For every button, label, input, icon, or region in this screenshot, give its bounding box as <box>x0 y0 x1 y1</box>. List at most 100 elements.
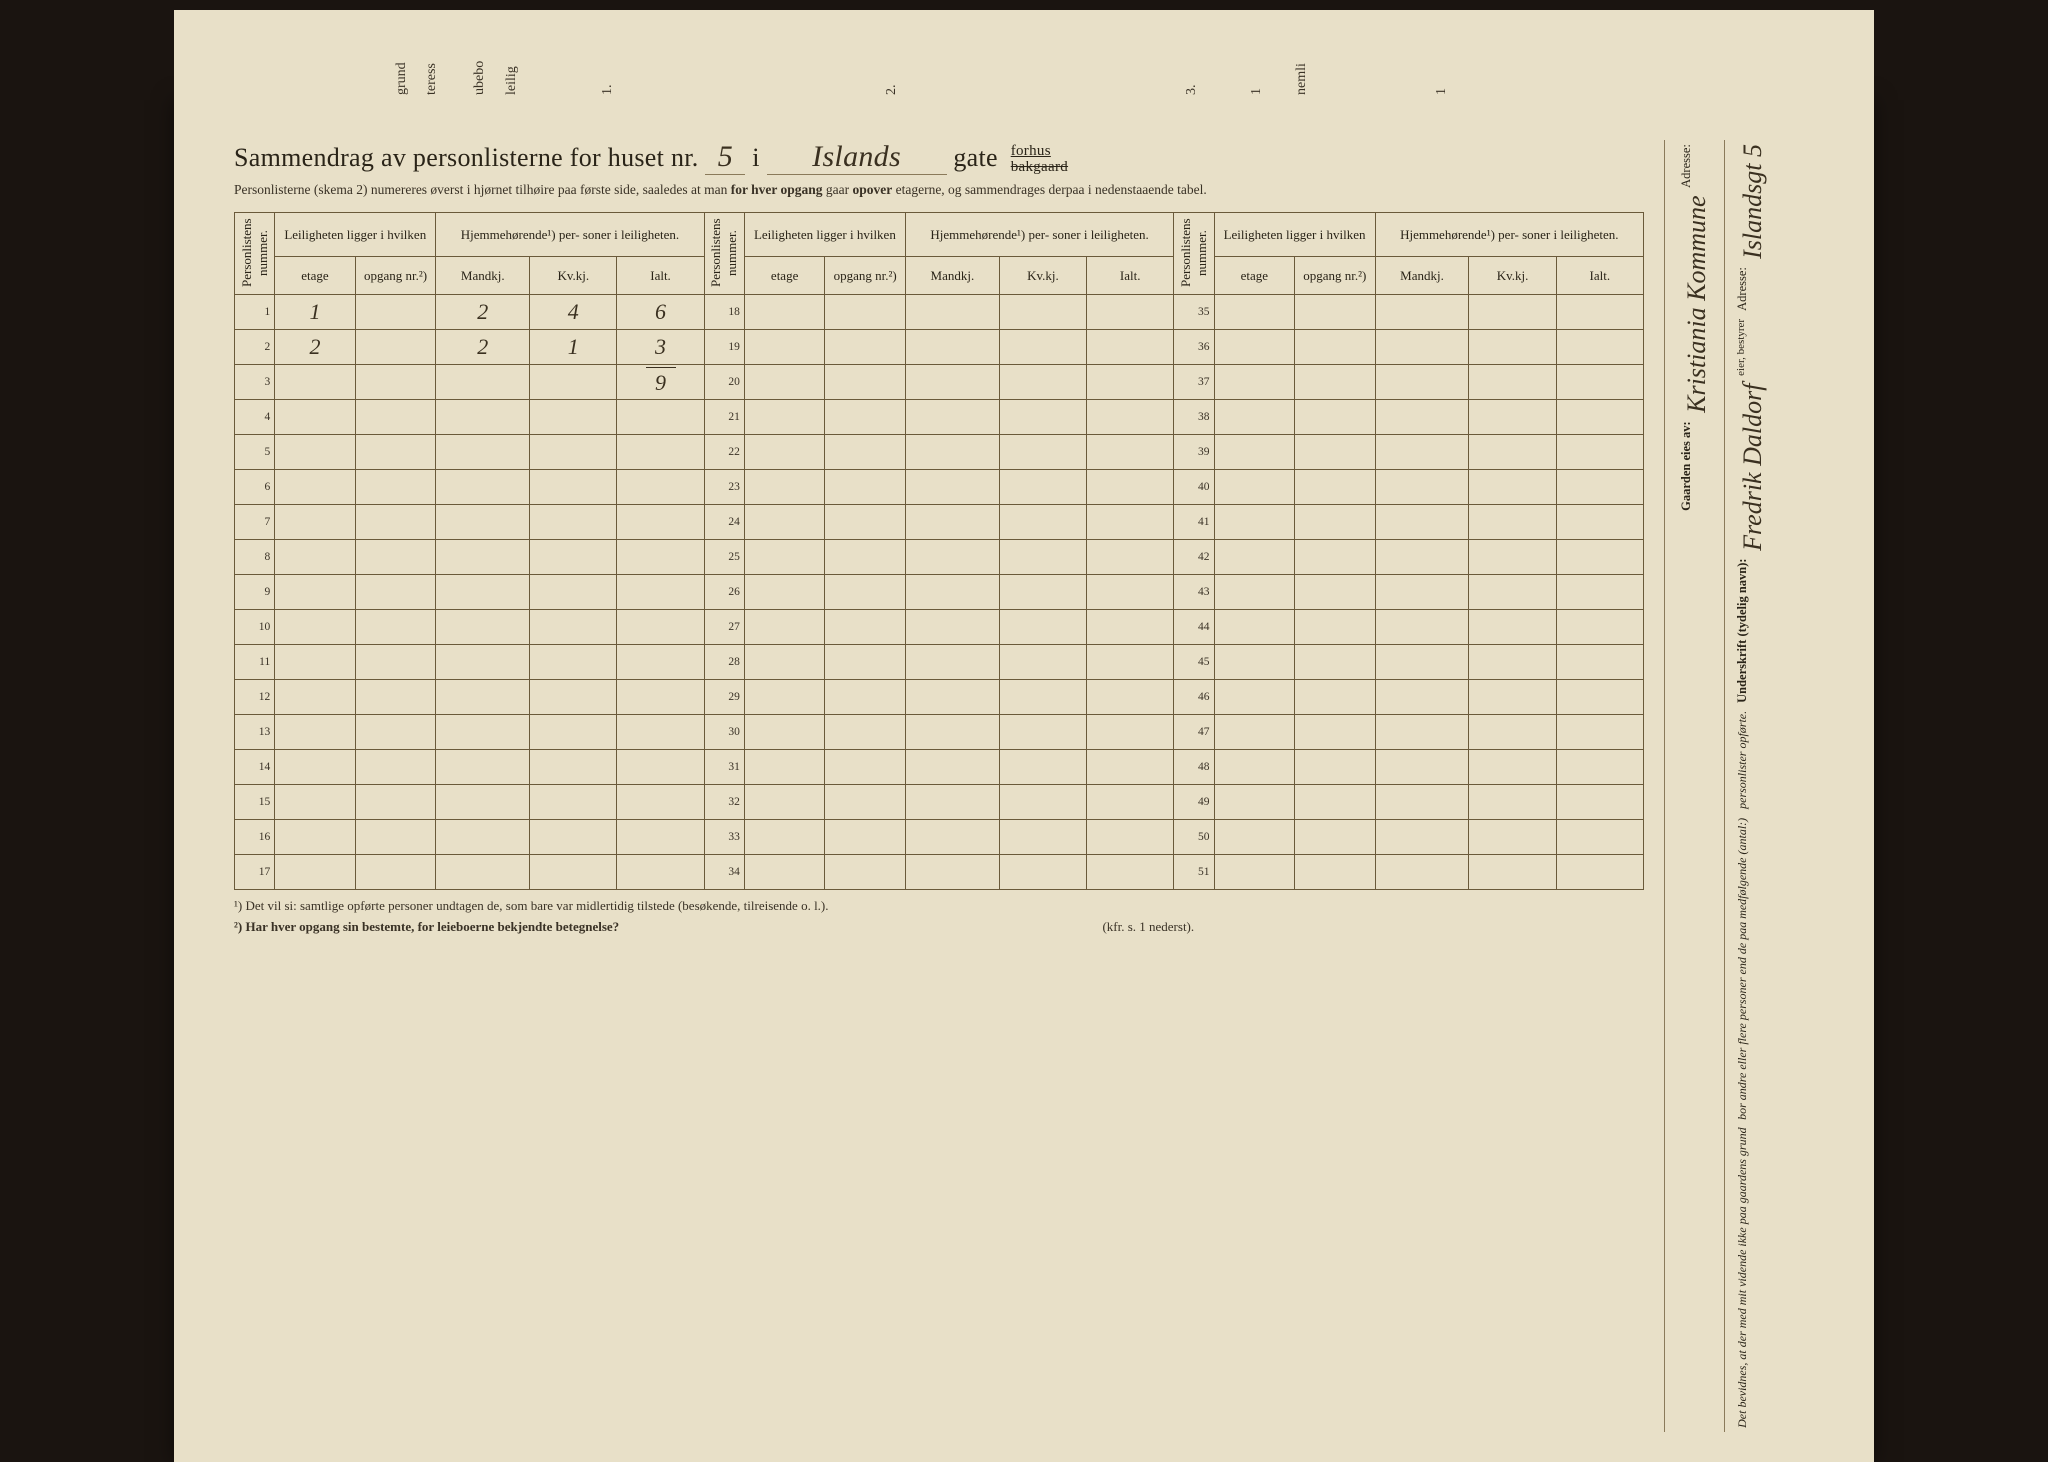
fragment: 1 <box>1434 88 1450 95</box>
cell <box>355 539 436 574</box>
owner-block: Gaarden eies av: Kristiania Kommune Adre… <box>1675 140 1718 1432</box>
cell <box>999 469 1086 504</box>
cell <box>355 819 436 854</box>
row-number: 50 <box>1174 819 1214 854</box>
row-number: 30 <box>704 714 744 749</box>
col-leiligheten: Leiligheten ligger i hvilken <box>1214 212 1375 257</box>
cell <box>1375 539 1469 574</box>
cell <box>1087 819 1174 854</box>
cell <box>436 609 530 644</box>
cell <box>436 819 530 854</box>
cell <box>275 854 356 889</box>
cell <box>1087 644 1174 679</box>
row-number: 1 <box>235 294 275 329</box>
cell <box>617 574 704 609</box>
cell <box>999 539 1086 574</box>
cell <box>436 504 530 539</box>
subtitle-e: etagerne, og sammendrages derpaa i neden… <box>892 182 1206 197</box>
row-number: 48 <box>1174 749 1214 784</box>
cell <box>825 644 906 679</box>
row-number: 44 <box>1174 609 1214 644</box>
cell <box>905 784 999 819</box>
cell <box>436 364 530 399</box>
cell <box>905 644 999 679</box>
cell <box>999 434 1086 469</box>
attest-line-1: Det bevidnes, at der med mit vidende ikk… <box>1733 1127 1772 1427</box>
cell <box>1214 749 1295 784</box>
row-number: 37 <box>1174 364 1214 399</box>
top-cut-fragments: grund teress ubebo leilig 1. 2. 3. 1 nem… <box>174 10 1874 100</box>
cell <box>1214 784 1295 819</box>
footnotes: ¹) Det vil si: samtlige opførte personer… <box>234 896 1644 938</box>
col-hjemmehorende: Hjemmehørende¹) per- soner i leiligheten… <box>436 212 704 257</box>
title-gate: gate <box>953 143 998 172</box>
cell <box>825 679 906 714</box>
cell <box>1375 469 1469 504</box>
cell <box>1556 784 1643 819</box>
owner-address-label: Adresse: <box>1677 144 1716 188</box>
col-leiligheten: Leiligheten ligger i hvilken <box>275 212 436 257</box>
row-number: 45 <box>1174 644 1214 679</box>
cell <box>1087 679 1174 714</box>
row-number: 38 <box>1174 399 1214 434</box>
row-number: 17 <box>235 854 275 889</box>
cell <box>825 749 906 784</box>
cell <box>1375 784 1469 819</box>
row-number: 6 <box>235 469 275 504</box>
cell <box>530 539 617 574</box>
side-divider <box>1724 140 1725 1432</box>
cell <box>1295 294 1376 329</box>
table-row: 112845 <box>235 644 1644 679</box>
cell <box>905 749 999 784</box>
cell <box>744 784 825 819</box>
col-kvkj: Kv.kj. <box>999 257 1086 294</box>
cell <box>355 679 436 714</box>
signature-name: Fredrik Daldorf <box>1733 384 1772 551</box>
cell <box>1087 504 1174 539</box>
row-number: 7 <box>235 504 275 539</box>
col-leiligheten: Leiligheten ligger i hvilken <box>744 212 905 257</box>
row-number: 39 <box>1174 434 1214 469</box>
cell <box>999 644 1086 679</box>
owner-name: Kristiania Kommune <box>1677 196 1716 413</box>
cell <box>355 364 436 399</box>
cell <box>1375 329 1469 364</box>
col-personlistens-nummer: Personlistens nummer. <box>1174 212 1214 294</box>
cell <box>436 749 530 784</box>
row-number: 3 <box>235 364 275 399</box>
cell <box>1469 539 1556 574</box>
col-opgang: opgang nr.²) <box>355 257 436 294</box>
row-number: 14 <box>235 749 275 784</box>
fragment: grund <box>394 62 410 95</box>
cell: 6 <box>617 294 704 329</box>
cell <box>1556 679 1643 714</box>
cell <box>1469 609 1556 644</box>
row-number: 21 <box>704 399 744 434</box>
cell <box>999 609 1086 644</box>
cell <box>999 364 1086 399</box>
cell <box>530 434 617 469</box>
house-number: 5 <box>705 140 745 175</box>
cell <box>275 679 356 714</box>
row-number: 11 <box>235 644 275 679</box>
form-area: Sammendrag av personlisterne for huset n… <box>234 140 1644 1432</box>
table-header: Personlistens nummer. Leiligheten ligger… <box>235 212 1644 294</box>
cell <box>1295 609 1376 644</box>
row-number: 10 <box>235 609 275 644</box>
cell <box>617 609 704 644</box>
cell <box>1556 574 1643 609</box>
cell <box>275 574 356 609</box>
row-number: 5 <box>235 434 275 469</box>
cell <box>355 294 436 329</box>
row-number: 31 <box>704 749 744 784</box>
cell <box>744 504 825 539</box>
table-row: 52239 <box>235 434 1644 469</box>
cell <box>530 644 617 679</box>
table-row: 173451 <box>235 854 1644 889</box>
cell <box>275 504 356 539</box>
cell <box>530 364 617 399</box>
col-mandkj: Mandkj. <box>436 257 530 294</box>
col-hjemmehorende: Hjemmehørende¹) per- soner i leiligheten… <box>905 212 1173 257</box>
cell <box>1556 539 1643 574</box>
row-number: 18 <box>704 294 744 329</box>
